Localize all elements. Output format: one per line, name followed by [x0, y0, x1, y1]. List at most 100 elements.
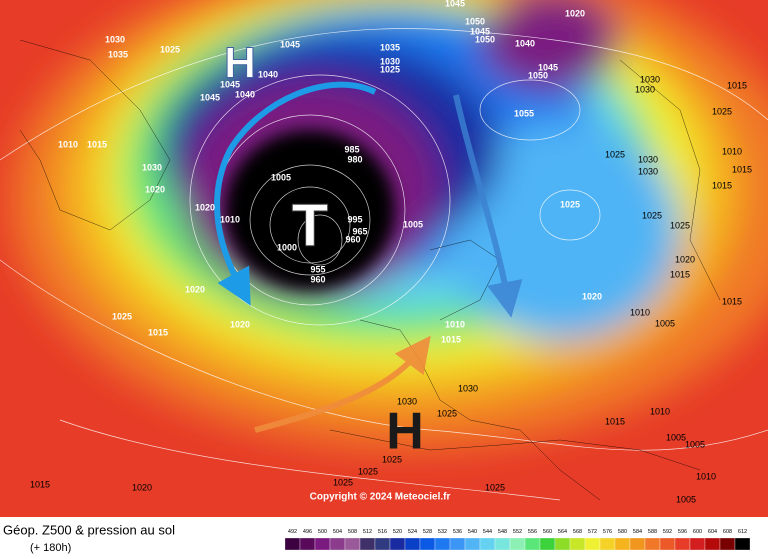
field — [0, 0, 768, 517]
colorbar-tick-label: 580 — [618, 529, 627, 535]
isobar-label: 1005 — [685, 439, 705, 449]
isobar-label: 960 — [345, 234, 360, 244]
isobar-label: 1030 — [142, 162, 162, 172]
isobar-label: 1005 — [666, 432, 686, 442]
colorbar-tick-label: 608 — [723, 529, 732, 535]
isobar-label: 1040 — [235, 89, 255, 99]
isobar-label: 1035 — [108, 49, 128, 59]
isobar-label: 1040 — [515, 38, 535, 48]
coastlines — [19, 39, 721, 501]
colorbar-tick-label: 532 — [438, 529, 447, 535]
colorbar-tick-label: 544 — [483, 529, 492, 535]
colorbar-tick-label: 612 — [738, 529, 747, 535]
colorbar-tick-label: 504 — [333, 529, 342, 535]
colorbar-swatch — [479, 537, 496, 551]
isobar-label: 985 — [344, 144, 359, 154]
isobar-label: 1040 — [258, 69, 278, 79]
low-label: T — [292, 192, 329, 259]
isobar-label: 1050 — [465, 16, 485, 26]
colorbar-tick-label: 576 — [603, 529, 612, 535]
colorbar-tick-label: 528 — [423, 529, 432, 535]
colorbar-swatch — [464, 537, 481, 551]
isobar-label: 1045 — [220, 79, 240, 89]
isobar-label: 1030 — [640, 74, 660, 84]
colorbar-tick-label: 564 — [558, 529, 567, 535]
isobar-label: 1045 — [538, 62, 558, 72]
isobar-label: 1020 — [185, 284, 205, 294]
colorbar-tick-label: 540 — [468, 529, 477, 535]
isobar-label: 1010 — [650, 406, 670, 416]
isobar-label: 1025 — [380, 64, 400, 74]
flow-arrow — [214, 81, 377, 306]
colorbar-tick-label: 552 — [513, 529, 522, 535]
isobar-label: 1030 — [638, 166, 658, 176]
isobar-label: 1020 — [195, 202, 215, 212]
isobar-label: 1015 — [441, 334, 461, 344]
colorbar-tick-label: 492 — [288, 529, 297, 535]
colorbar-swatch — [569, 537, 586, 551]
colorbar-swatch — [614, 537, 631, 551]
isobar-label: 1010 — [696, 471, 716, 481]
isobar-label: 1025 — [712, 106, 732, 116]
isobar-label: 1025 — [333, 477, 353, 487]
colorbar-swatch — [674, 537, 691, 551]
high-label: H — [224, 39, 256, 88]
isobar-label: 1015 — [670, 269, 690, 279]
isobar-label: 1035 — [380, 42, 400, 52]
colorbar-swatch — [284, 537, 301, 551]
colorbar-tick-label: 536 — [453, 529, 462, 535]
isobar-label: 1055 — [514, 108, 534, 118]
high-label: H — [386, 403, 424, 461]
colorbar-tick-label: 500 — [318, 529, 327, 535]
colorbar-tick-label: 512 — [363, 529, 372, 535]
colorbar-tick-label: 592 — [663, 529, 672, 535]
isobar-label: 1030 — [105, 34, 125, 44]
colorbar-swatch — [329, 537, 346, 551]
colorbar-swatch — [404, 537, 421, 551]
isobar-label: 1015 — [605, 416, 625, 426]
colorbar-swatch — [494, 537, 511, 551]
isobar-label: 1015 — [712, 180, 732, 190]
colorbar-tick-label: 496 — [303, 529, 312, 535]
isobar-label: 1005 — [676, 494, 696, 504]
colorbar-swatch — [659, 537, 676, 551]
colorbar-tick-label: 508 — [348, 529, 357, 535]
isobar-label: 1025 — [485, 482, 505, 492]
colorbar-swatch — [554, 537, 571, 551]
colorbar-tick-label: 572 — [588, 529, 597, 535]
isobar-label: 1010 — [722, 146, 742, 156]
isobar-label: 1025 — [358, 466, 378, 476]
isobar-label: 1015 — [727, 80, 747, 90]
isobar-label: 1005 — [403, 219, 423, 229]
isobar-label: 1025 — [112, 311, 132, 321]
isobar-label: 1025 — [382, 454, 402, 464]
isobar-label: 1020 — [145, 184, 165, 194]
colorbar-swatch — [374, 537, 391, 551]
subtitle: (+ 180h) — [30, 542, 71, 554]
isobar-label: 965 — [352, 226, 367, 236]
isobar-label: 1020 — [132, 482, 152, 492]
isobar-label: 1010 — [220, 214, 240, 224]
colorbar-tick-label: 524 — [408, 529, 417, 535]
isobar-label: 1045 — [470, 26, 490, 36]
isobar-label: 1045 — [445, 0, 465, 8]
isobar-label: 1045 — [200, 92, 220, 102]
colorbar-tick-label: 600 — [693, 529, 702, 535]
isobar-label: 960 — [310, 274, 325, 284]
flow-arrow — [254, 335, 431, 433]
isobar-label: 1030 — [638, 154, 658, 164]
isobar-label: 1020 — [565, 8, 585, 18]
isobar-label: 995 — [347, 214, 362, 224]
colorbar-tick-label: 560 — [543, 529, 552, 535]
colorbar-swatch — [509, 537, 526, 551]
isobar-label: 1050 — [475, 34, 495, 44]
isobar-label: 1015 — [722, 296, 742, 306]
isobar-label: 1015 — [732, 164, 752, 174]
colorbar-swatch — [359, 537, 376, 551]
colorbar-swatch — [449, 537, 466, 551]
isobar-label: 1015 — [148, 327, 168, 337]
colorbar: 492 496 500 504 508 512 516 520 524 528 532 536 540 5… — [284, 529, 751, 551]
isobar-label: 1010 — [445, 319, 465, 329]
